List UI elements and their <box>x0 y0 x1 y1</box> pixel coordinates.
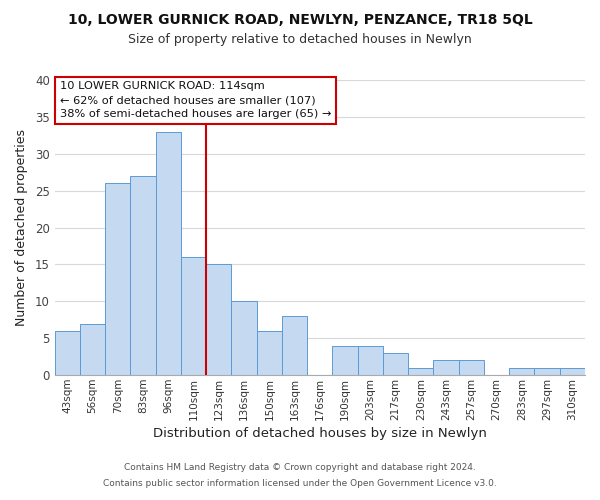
Text: 10, LOWER GURNICK ROAD, NEWLYN, PENZANCE, TR18 5QL: 10, LOWER GURNICK ROAD, NEWLYN, PENZANCE… <box>68 12 532 26</box>
Bar <box>257 331 282 375</box>
Bar <box>55 331 80 375</box>
Bar <box>560 368 585 375</box>
Bar <box>459 360 484 375</box>
Text: Contains public sector information licensed under the Open Government Licence v3: Contains public sector information licen… <box>103 478 497 488</box>
Text: Size of property relative to detached houses in Newlyn: Size of property relative to detached ho… <box>128 32 472 46</box>
Bar <box>80 324 105 375</box>
Bar <box>232 302 257 375</box>
Text: 10 LOWER GURNICK ROAD: 114sqm
← 62% of detached houses are smaller (107)
38% of : 10 LOWER GURNICK ROAD: 114sqm ← 62% of d… <box>60 82 331 120</box>
Bar <box>130 176 155 375</box>
Bar <box>206 264 232 375</box>
Bar <box>535 368 560 375</box>
Bar <box>433 360 459 375</box>
Text: Contains HM Land Registry data © Crown copyright and database right 2024.: Contains HM Land Registry data © Crown c… <box>124 464 476 472</box>
Bar <box>282 316 307 375</box>
Bar <box>105 184 130 375</box>
Bar <box>358 346 383 375</box>
Y-axis label: Number of detached properties: Number of detached properties <box>15 129 28 326</box>
Bar <box>383 353 408 375</box>
Bar <box>509 368 535 375</box>
Bar <box>332 346 358 375</box>
Bar <box>408 368 433 375</box>
X-axis label: Distribution of detached houses by size in Newlyn: Distribution of detached houses by size … <box>153 427 487 440</box>
Bar <box>155 132 181 375</box>
Bar <box>181 257 206 375</box>
